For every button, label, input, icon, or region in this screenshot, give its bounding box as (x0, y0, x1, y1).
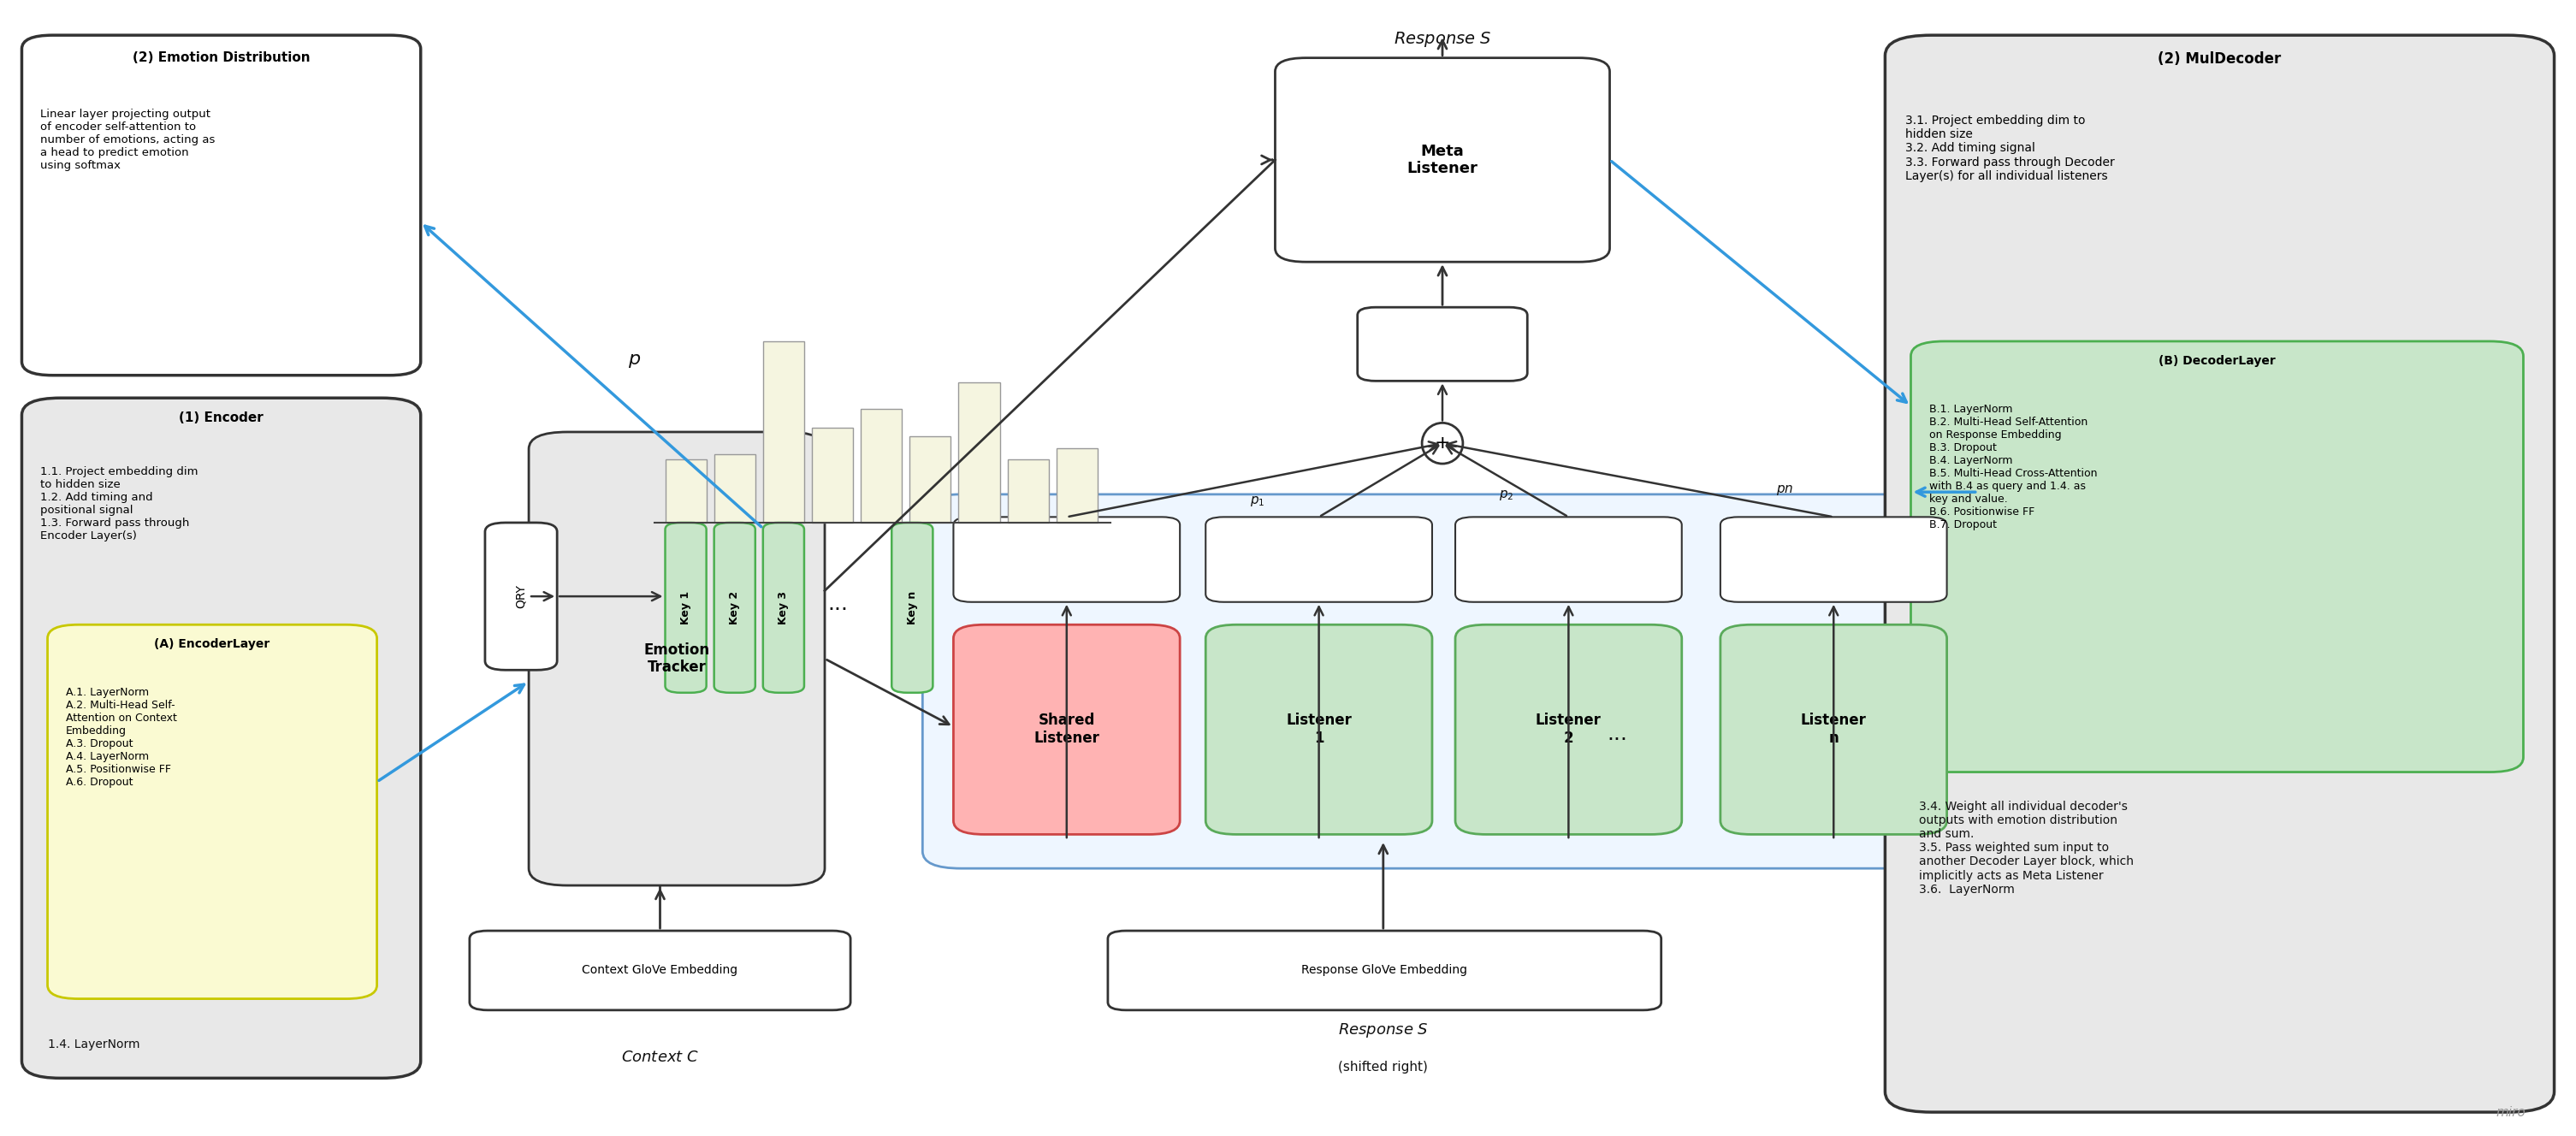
FancyBboxPatch shape (1721, 625, 1947, 835)
FancyBboxPatch shape (1358, 307, 1528, 381)
FancyBboxPatch shape (922, 494, 1978, 868)
Text: 1.1. Project embedding dim
to hidden size
1.2. Add timing and
positional signal
: 1.1. Project embedding dim to hidden siz… (39, 466, 198, 541)
Text: QRY: QRY (515, 584, 528, 608)
Text: Response $S$: Response $S$ (1337, 1021, 1430, 1039)
Text: Response GloVe Embedding: Response GloVe Embedding (1301, 964, 1468, 977)
Text: (2) Emotion Distribution: (2) Emotion Distribution (131, 51, 309, 64)
FancyBboxPatch shape (1455, 517, 1682, 602)
Bar (860, 409, 902, 523)
FancyBboxPatch shape (21, 35, 420, 375)
FancyBboxPatch shape (714, 523, 755, 693)
Text: $p$: $p$ (629, 352, 641, 369)
Text: ...: ... (1607, 724, 1628, 744)
Text: (B) DecoderLayer: (B) DecoderLayer (2159, 354, 2275, 367)
Text: $pn$: $pn$ (1775, 483, 1793, 496)
Text: Shared
Listener: Shared Listener (1033, 713, 1100, 746)
Bar (958, 382, 999, 523)
FancyBboxPatch shape (1206, 625, 1432, 835)
Text: Key n: Key n (907, 591, 917, 625)
Text: $p_2$: $p_2$ (1499, 488, 1515, 502)
FancyBboxPatch shape (1911, 341, 2524, 772)
Text: miro: miro (2496, 1106, 2524, 1119)
FancyBboxPatch shape (528, 432, 824, 885)
FancyBboxPatch shape (1455, 625, 1682, 835)
Text: Listener
1: Listener 1 (1285, 713, 1352, 746)
Text: (1) Encoder: (1) Encoder (178, 411, 263, 425)
Text: Listener
n: Listener n (1801, 713, 1868, 746)
Bar (665, 459, 706, 523)
Text: +: + (1435, 435, 1450, 452)
Text: Key 1: Key 1 (680, 591, 690, 625)
Text: (shifted right): (shifted right) (1340, 1061, 1427, 1074)
Bar (811, 427, 853, 523)
FancyBboxPatch shape (484, 523, 556, 670)
Text: Context GloVe Embedding: Context GloVe Embedding (582, 964, 737, 977)
Text: Key 2: Key 2 (729, 591, 739, 625)
FancyBboxPatch shape (1108, 930, 1662, 1010)
Text: (2) MulDecoder: (2) MulDecoder (2159, 51, 2282, 67)
FancyBboxPatch shape (1275, 58, 1610, 262)
Text: Context $C$: Context $C$ (621, 1050, 698, 1066)
FancyBboxPatch shape (21, 398, 420, 1078)
FancyBboxPatch shape (469, 930, 850, 1010)
Bar (762, 341, 804, 523)
Text: Linear layer projecting output
of encoder self-attention to
number of emotions, : Linear layer projecting output of encode… (39, 109, 214, 172)
Bar (1007, 459, 1048, 523)
FancyBboxPatch shape (891, 523, 933, 693)
FancyBboxPatch shape (1721, 517, 1947, 602)
Text: B.1. LayerNorm
B.2. Multi-Head Self-Attention
on Response Embedding
B.3. Dropout: B.1. LayerNorm B.2. Multi-Head Self-Atte… (1929, 403, 2097, 531)
Bar (1056, 448, 1097, 523)
Text: Key 3: Key 3 (778, 591, 788, 625)
Text: (A) EncoderLayer: (A) EncoderLayer (155, 638, 270, 650)
FancyBboxPatch shape (665, 523, 706, 693)
Text: A.1. LayerNorm
A.2. Multi-Head Self-
Attention on Context
Embedding
A.3. Dropout: A.1. LayerNorm A.2. Multi-Head Self- Att… (64, 687, 178, 788)
FancyBboxPatch shape (762, 523, 804, 693)
Bar (909, 436, 951, 523)
Text: Meta
Listener: Meta Listener (1406, 143, 1479, 176)
Text: ...: ... (827, 594, 848, 615)
Text: 3.1. Project embedding dim to
hidden size
3.2. Add timing signal
3.3. Forward pa: 3.1. Project embedding dim to hidden siz… (1906, 115, 2115, 182)
Text: 3.4. Weight all individual decoder's
outputs with emotion distribution
and sum.
: 3.4. Weight all individual decoder's out… (1919, 801, 2133, 895)
FancyBboxPatch shape (953, 517, 1180, 602)
FancyBboxPatch shape (1886, 35, 2555, 1112)
FancyBboxPatch shape (1206, 517, 1432, 602)
Text: Response $S$: Response $S$ (1394, 30, 1492, 49)
Bar (714, 454, 755, 523)
FancyBboxPatch shape (46, 625, 376, 999)
Text: $p_1$: $p_1$ (1249, 494, 1265, 508)
FancyBboxPatch shape (953, 625, 1180, 835)
Text: Listener
2: Listener 2 (1535, 713, 1602, 746)
Text: 1.4. LayerNorm: 1.4. LayerNorm (46, 1038, 139, 1051)
Text: Emotion
Tracker: Emotion Tracker (644, 642, 711, 675)
